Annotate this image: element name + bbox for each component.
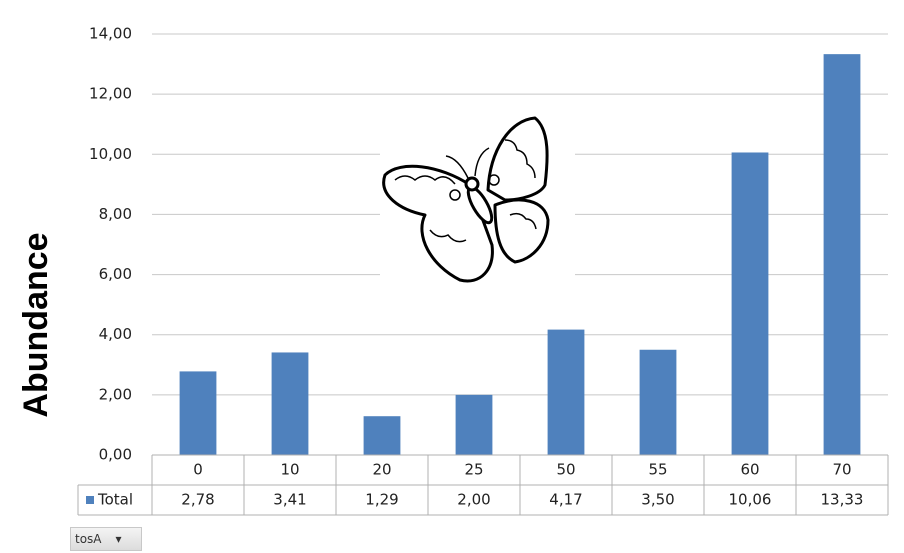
- page: Abundance 0,002,004,006,008,0010,0012,00…: [0, 0, 904, 553]
- field-button-label: tosA: [75, 532, 102, 546]
- field-button[interactable]: tosA ▾: [70, 527, 142, 551]
- dropdown-arrow: ▾: [116, 532, 122, 546]
- butterfly-image: [0, 0, 904, 525]
